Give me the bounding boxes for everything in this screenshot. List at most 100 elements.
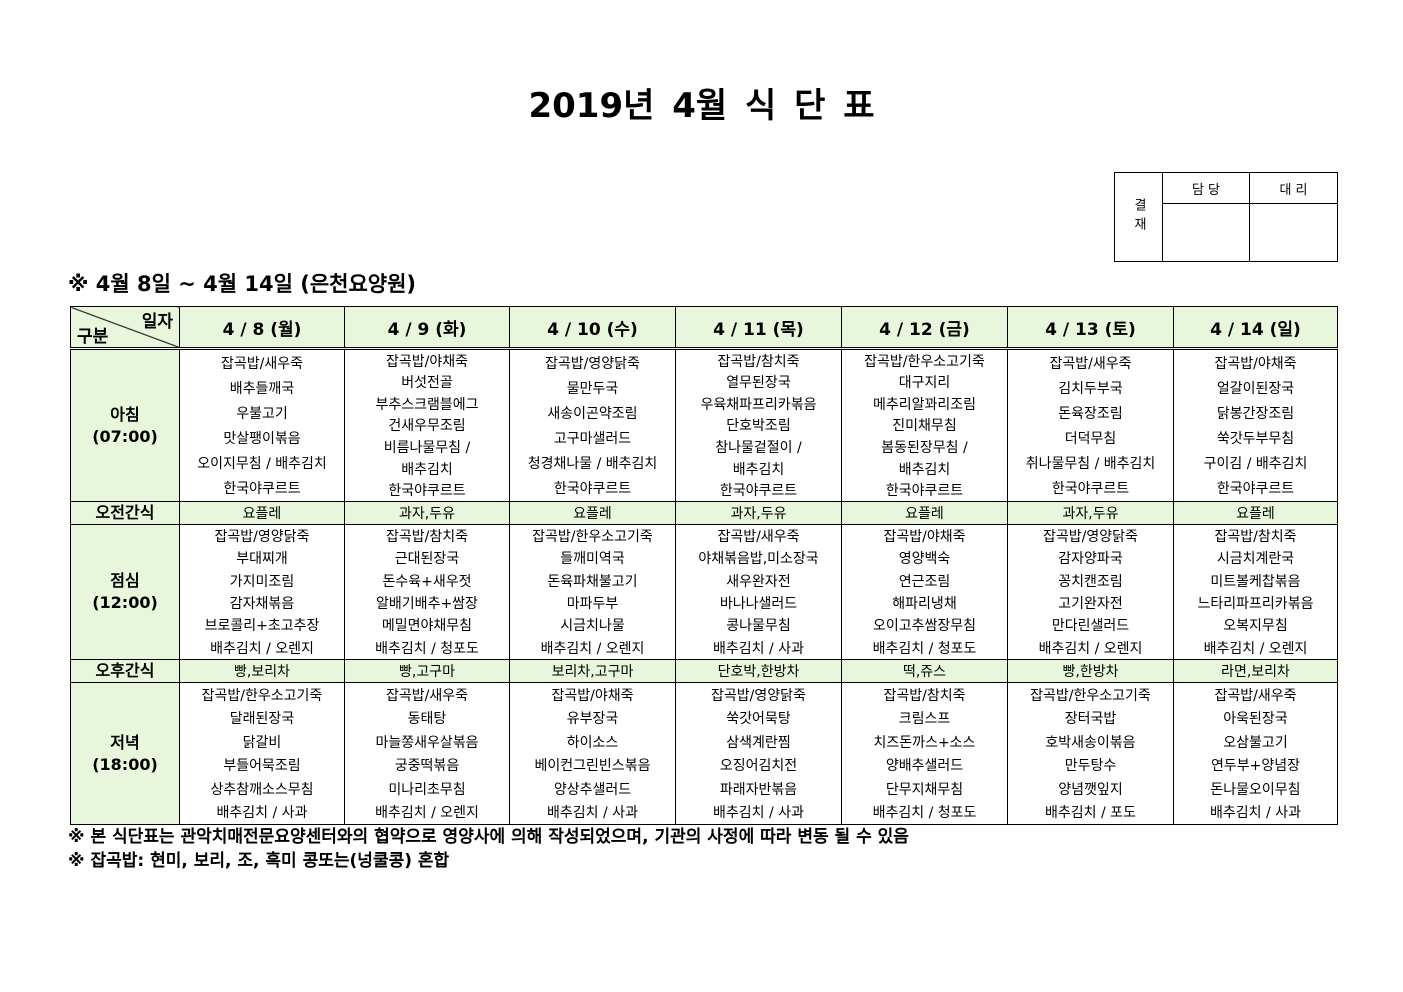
row-label: 저녁 (18:00) xyxy=(70,682,180,825)
meal-row: 아침 (07:00) 잡곡밥/새우죽 배추들깨국 우불고기 맛살팽이볶음 오이지무침 / 배… xyxy=(70,348,1338,502)
menu-item: 마늘쫑새우살볶음 xyxy=(375,734,479,751)
menu-items: 빵,고구마 xyxy=(345,660,509,682)
menu-item: 잡곡밥/야채죽 xyxy=(1214,355,1297,372)
menu-cell: 요플레 xyxy=(1173,501,1338,525)
corner-top: 일자 xyxy=(141,312,173,332)
menu-item: 잡곡밥/한우소고기죽 xyxy=(1030,687,1151,704)
menu-items: 잡곡밥/야채죽 버섯전골 부추스크램블에그 건새우무조림 비름나물무침 / 배추김치 한국야… xyxy=(345,350,509,501)
menu-items: 잡곡밥/새우죽 배추들깨국 우불고기 맛살팽이볶음 오이지무침 / 배추김치 한국야쿠르트 xyxy=(180,350,344,501)
menu-items: 빵,한방차 xyxy=(1008,660,1173,682)
note: ※ 잡곡밥: 현미, 보리, 조, 흑미 콩또는(넝쿨콩) 혼합 xyxy=(68,851,450,871)
menu-item: 새송이곤약조림 xyxy=(547,405,638,422)
menu-item: 배추김치 / 청포도 xyxy=(375,640,479,657)
menu-cell: 과자,두유 xyxy=(1007,501,1174,525)
menu-items: 잡곡밥/영양닭죽 물만두국 새송이곤약조림 고구마샐러드 청경채나물 / 배추김치 한국야… xyxy=(510,350,675,501)
menu-item: 잡곡밥/야채죽 xyxy=(386,353,468,370)
menu-item: 단호박,한방차 xyxy=(717,664,800,680)
menu-item: 잡곡밥/한우소고기죽 xyxy=(532,529,653,546)
menu-item: 양념깻잎지 xyxy=(1058,781,1123,798)
menu-item: 잡곡밥/영양닭죽 xyxy=(1043,529,1138,546)
menu-items: 요플레 xyxy=(510,502,675,524)
menu-item: 잡곡밥/한우소고기죽 xyxy=(201,687,323,704)
meal-row: 오후간식 빵,보리차 빵,고구마 보리차,고구마 단호박,한방차 떡,쥬스 빵,한방차 라면,… xyxy=(70,659,1338,683)
menu-item: 비름나물무침 / xyxy=(383,440,471,457)
menu-cell: 잡곡밥/야채죽 버섯전골 부추스크램블에그 건새우무조림 비름나물무침 / 배추김치 한국야… xyxy=(344,348,510,502)
date-header: 4 / 13 (토) xyxy=(1007,306,1174,350)
date-header: 4 / 9 (화) xyxy=(344,306,510,350)
row-label-line: 저녁 xyxy=(110,732,140,752)
menu-item: 연두부+양념장 xyxy=(1210,758,1300,775)
menu-item: 상추참깨소스무침 xyxy=(210,781,314,798)
menu-item: 잡곡밥/참치죽 xyxy=(717,353,800,370)
menu-item: 브로콜리+초고추장 xyxy=(204,618,320,635)
header-row: 일자 구분 4 / 8 (월) 4 / 9 (화) 4 / 10 (수) 4 / 11 (… xyxy=(70,306,1338,350)
menu-item: 잡곡밥/새우죽 xyxy=(386,687,468,704)
menu-item: 요플레 xyxy=(1236,506,1275,522)
menu-item: 우불고기 xyxy=(236,405,288,422)
menu-cell: 잡곡밥/참치죽 크림스프 치즈돈까스+소스 양배추샐러드 단무지채무침 배추김치 / 청포… xyxy=(841,682,1008,825)
menu-item: 요플레 xyxy=(905,506,944,522)
menu-item: 잡곡밥/야채죽 xyxy=(551,687,634,704)
row-label-line: (07:00) xyxy=(92,426,158,446)
menu-item: 건새우무조림 xyxy=(388,418,466,435)
row-label: 오전간식 xyxy=(70,501,180,525)
menu-cell: 빵,한방차 xyxy=(1007,659,1174,683)
menu-item: 맛살팽이볶음 xyxy=(223,431,301,448)
menu-item: 빵,한방차 xyxy=(1062,664,1119,680)
menu-item: 보리차,고구마 xyxy=(551,664,634,680)
menu-item: 한국야쿠르트 xyxy=(388,483,466,500)
menu-item: 우육채파프리카볶음 xyxy=(700,396,817,413)
menu-items: 떡,쥬스 xyxy=(842,660,1007,682)
menu-item: 만두탕수 xyxy=(1064,758,1117,775)
menu-item: 요플레 xyxy=(242,506,282,522)
menu-item: 해파리냉채 xyxy=(892,596,957,613)
menu-item: 돈나물오이무침 xyxy=(1210,781,1301,798)
menu-item: 양상추샐러드 xyxy=(553,781,632,798)
menu-item: 배추김치 / 청포도 xyxy=(872,640,977,657)
menu-item: 돈수육+새우젓 xyxy=(382,573,472,590)
menu-items: 잡곡밥/한우소고기죽 장터국밥 호박새송이볶음 만두탕수 양념깻잎지 배추김치 / 포도 xyxy=(1008,683,1173,824)
menu-item: 봄동된장무침 / xyxy=(881,440,968,457)
menu-item: 양배추샐러드 xyxy=(885,758,964,775)
menu-cell: 요플레 xyxy=(509,501,676,525)
menu-cell: 보리차,고구마 xyxy=(509,659,676,683)
menu-cell: 잡곡밥/새우죽 야채볶음밥,미소장국 새우완자전 바나나샐러드 콩나물무침 배추김치 / … xyxy=(675,524,842,660)
menu-item: 메밀면야채무침 xyxy=(381,618,473,635)
menu-items: 과자,두유 xyxy=(1008,502,1173,524)
menu-item: 빵,고구마 xyxy=(399,664,455,680)
menu-item: 오복지무침 xyxy=(1223,618,1288,635)
menu-item: 배추김치 / 오렌지 xyxy=(1038,640,1143,657)
menu-item: 배추김치 / 오렌지 xyxy=(540,640,645,657)
menu-cell: 잡곡밥/한우소고기죽 달래된장국 닭갈비 부들어묵조림 상추참깨소스무침 배추김치 / 사… xyxy=(179,682,345,825)
menu-item: 한국야쿠르트 xyxy=(719,483,798,500)
menu-item: 구이김 / 배추김치 xyxy=(1203,456,1308,473)
meal-row: 저녁 (18:00) 잡곡밥/한우소고기죽 달래된장국 닭갈비 부들어묵조림 상추참깨소스무… xyxy=(70,682,1338,825)
menu-cell: 잡곡밥/새우죽 김치두부국 돈육장조림 더덕무침 취나물무침 / 배추김치 한국야쿠르트 xyxy=(1007,348,1174,502)
meal-row: 점심 (12:00) 잡곡밥/영양닭죽 부대찌개 가지미조림 감자채볶음 브로콜리+초고추장… xyxy=(70,524,1338,660)
approval-box: 결재 담 당 대 리 xyxy=(1114,172,1338,262)
menu-item: 알배기배추+쌈장 xyxy=(376,596,478,613)
menu-cell: 잡곡밥/한우소고기죽 대구지리 메추리알꽈리조림 진미채무침 봄동된장무침 / 배추김치 한… xyxy=(841,348,1008,502)
menu-cell: 잡곡밥/참치죽 시금치계란국 미트볼케찹볶음 느타리파프리카볶음 오복지무침 배추김치 /… xyxy=(1173,524,1338,660)
menu-items: 단호박,한방차 xyxy=(676,660,841,682)
menu-item: 닭봉간장조림 xyxy=(1216,405,1295,422)
corner-bottom: 구분 xyxy=(77,327,109,347)
menu-item: 김치두부국 xyxy=(1058,380,1123,397)
menu-cell: 라면,보리차 xyxy=(1173,659,1338,683)
menu-item: 오이고추쌈장무침 xyxy=(872,618,977,635)
menu-item: 돈육장조림 xyxy=(1058,405,1123,422)
menu-items: 과자,두유 xyxy=(345,502,509,524)
menu-item: 열무된장국 xyxy=(726,375,791,392)
menu-item: 한국야쿠르트 xyxy=(1216,481,1295,498)
menu-item: 고기완자전 xyxy=(1058,596,1123,613)
menu-item: 부들어묵조림 xyxy=(223,758,301,775)
menu-item: 달래된장국 xyxy=(229,711,295,728)
menu-item: 더덕무침 xyxy=(1064,431,1117,448)
menu-item: 잡곡밥/참치죽 xyxy=(1214,529,1297,546)
menu-item: 배추김치 / 사과 xyxy=(547,805,638,822)
menu-table: 일자 구분 4 / 8 (월) 4 / 9 (화) 4 / 10 (수) 4 / 11 (… xyxy=(70,306,1338,825)
menu-cell: 잡곡밥/영양닭죽 쑥갓어묵탕 삼색계란찜 오징어김치전 파래자반볶음 배추김치 / 사과 xyxy=(675,682,842,825)
menu-items: 요플레 xyxy=(842,502,1007,524)
menu-cell: 잡곡밥/영양닭죽 물만두국 새송이곤약조림 고구마샐러드 청경채나물 / 배추김치 한국야… xyxy=(509,348,676,502)
menu-item: 잡곡밥/영양닭죽 xyxy=(545,355,640,372)
